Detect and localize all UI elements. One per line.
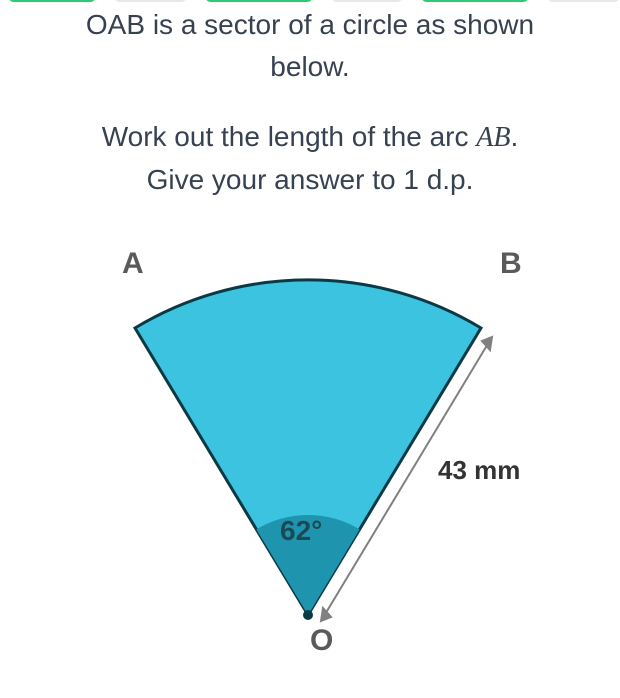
question-line-4: Give your answer to 1 d.p. bbox=[20, 159, 600, 201]
top-tabs bbox=[0, 0, 620, 2]
label-O: O bbox=[310, 624, 333, 658]
tab bbox=[114, 0, 187, 2]
tab bbox=[331, 0, 404, 2]
diagram: A B 62° 43 mm O bbox=[20, 237, 600, 657]
tab bbox=[205, 0, 313, 2]
question-line-1: OAB is a sector of a circle as shown bbox=[20, 4, 600, 46]
tab bbox=[421, 0, 529, 2]
sector-svg bbox=[90, 237, 530, 637]
radius-label: 43 mm bbox=[438, 455, 520, 486]
label-A: A bbox=[122, 247, 144, 281]
question-line-3-post: . bbox=[511, 121, 519, 152]
angle-label: 62° bbox=[280, 515, 322, 547]
question-line-3: Work out the length of the arc AB. bbox=[20, 116, 600, 159]
question-line-3-pre: Work out the length of the arc bbox=[102, 121, 477, 152]
tab bbox=[547, 0, 620, 2]
question-math-AB: AB bbox=[476, 122, 510, 153]
tab bbox=[8, 0, 96, 2]
vertex-O bbox=[303, 610, 313, 620]
question-content: OAB is a sector of a circle as shown bel… bbox=[0, 4, 620, 657]
question-line-2: below. bbox=[20, 46, 600, 88]
label-B: B bbox=[500, 247, 522, 281]
